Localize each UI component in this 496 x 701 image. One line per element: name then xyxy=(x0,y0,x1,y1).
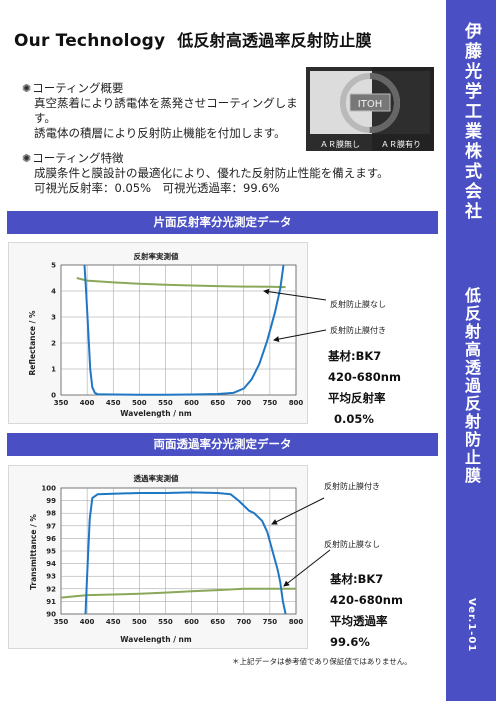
series-line-a xyxy=(60,587,296,599)
y-tick-label: 90 xyxy=(46,611,56,619)
chart-title: 透過率実測値 xyxy=(134,473,179,483)
x-tick-label: 550 xyxy=(158,618,173,626)
x-tick-label: 500 xyxy=(132,618,147,626)
x-tick-label: 650 xyxy=(210,399,225,407)
bullet-icon: ✺ xyxy=(22,152,32,165)
series-line-b xyxy=(83,264,285,396)
y-tick-label: 96 xyxy=(46,535,56,543)
x-axis-label: Wavelength / nm xyxy=(120,635,192,644)
reflect-label-uncoated: 反射防止膜なし xyxy=(330,300,386,309)
transmittance-chart-svg: 透過率実測値 Wavelength / nm Transmittance / %… xyxy=(29,473,304,644)
reflectance-chart-svg: 反射率実測値 Wavelength / nm Reflectance / % 3… xyxy=(28,251,304,418)
x-axis-label: Wavelength / nm xyxy=(120,409,192,418)
x-tick-label: 800 xyxy=(289,618,304,626)
series-line-a xyxy=(76,277,286,289)
reflect-spec: 基材:BK7 420-680nm 平均反射率 0.05% xyxy=(328,346,401,430)
overview-heading: ✺コーティング概要 xyxy=(22,81,124,95)
overview-section: ✺コーティング概要 真空蒸着により誘電体を蒸発させコーティングします。 誘電体の… xyxy=(22,81,312,141)
y-tick-label: 100 xyxy=(41,485,56,493)
spec-value: 0.05% xyxy=(334,412,374,426)
x-tick-label: 600 xyxy=(184,618,199,626)
arrow-coated xyxy=(271,497,325,525)
y-tick-label: 97 xyxy=(46,522,56,530)
y-tick-label: 5 xyxy=(51,262,56,270)
x-tick-label: 500 xyxy=(132,399,147,407)
product-name: 低反射高透過反射防止膜 xyxy=(462,287,481,485)
photo-label-left: ＡＲ膜無し xyxy=(320,139,360,149)
spec-metric: 平均透過率 xyxy=(330,614,388,628)
title-en: Our Technology xyxy=(14,31,166,51)
y-tick-label: 94 xyxy=(46,560,56,568)
features-line-1: 成膜条件と膜設計の最適化により、優れた反射防止性能を備えます。 xyxy=(34,166,389,180)
y-tick-label: 92 xyxy=(46,585,56,593)
features-section: ✺コーティング特徴 成膜条件と膜設計の最適化により、優れた反射防止性能を備えます… xyxy=(22,151,442,196)
y-axis-label: Reflectance / % xyxy=(28,310,37,375)
x-tick-label: 450 xyxy=(106,618,121,626)
chart-title: 反射率実測値 xyxy=(134,251,179,261)
y-axis-label: Transmittance / % xyxy=(29,514,38,590)
spec-range: 420-680nm xyxy=(328,370,401,384)
y-tick-label: 4 xyxy=(51,288,56,296)
features-heading: ✺コーティング特徴 xyxy=(22,151,124,165)
x-tick-label: 650 xyxy=(210,618,225,626)
y-tick-label: 99 xyxy=(46,497,56,505)
x-tick-label: 700 xyxy=(236,399,251,407)
arrow-coated xyxy=(273,329,327,342)
trans-label-uncoated: 反射防止膜なし xyxy=(324,540,380,549)
x-tick-label: 400 xyxy=(80,618,95,626)
y-tick-label: 95 xyxy=(46,548,56,556)
reflectance-chart: 反射率実測値 Wavelength / nm Reflectance / % 3… xyxy=(8,242,308,424)
trans-banner: 両面透過率分光測定データ xyxy=(7,433,438,456)
series-line-b xyxy=(84,491,287,615)
arrow-uncoated xyxy=(283,549,331,587)
spec-metric: 平均反射率 xyxy=(328,391,386,405)
overview-line-2: 誘電体の積層により反射防止機能を付加します。 xyxy=(34,126,286,140)
bullet-icon: ✺ xyxy=(22,82,32,95)
x-tick-label: 450 xyxy=(106,399,121,407)
x-tick-label: 350 xyxy=(54,618,69,626)
trans-spec: 基材:BK7 420-680nm 平均透過率 99.6% xyxy=(330,569,403,653)
trans-label-coated: 反射防止膜付き xyxy=(324,482,380,491)
x-tick-label: 750 xyxy=(263,618,278,626)
features-line-2: 可視光反射率：0.05% 可視光透過率：99.6% xyxy=(34,181,280,195)
reflect-banner: 片面反射率分光測定データ xyxy=(7,211,438,234)
x-tick-label: 550 xyxy=(158,399,173,407)
y-tick-label: 93 xyxy=(46,573,56,581)
sample-photo: ITOH ＡＲ膜無し ＡＲ膜有り xyxy=(306,67,434,151)
x-tick-label: 700 xyxy=(236,618,251,626)
spec-range: 420-680nm xyxy=(330,593,403,607)
spec-value: 99.6% xyxy=(330,635,370,649)
version-label: Ver.1-01 xyxy=(466,598,477,653)
y-tick-label: 3 xyxy=(51,314,56,322)
trans-arrows xyxy=(271,497,331,587)
x-tick-label: 600 xyxy=(184,399,199,407)
overview-line-1: 真空蒸着により誘電体を蒸発させコーティングします。 xyxy=(34,96,298,125)
y-tick-label: 91 xyxy=(46,598,56,606)
photo-logo-text: ITOH xyxy=(358,99,382,110)
company-name: 伊藤光学工業株式会社 xyxy=(461,22,481,222)
photo-label-right: ＡＲ膜有り xyxy=(381,139,421,149)
sidebar: 伊藤光学工業株式会社 低反射高透過反射防止膜 Ver.1-01 xyxy=(446,0,496,701)
y-tick-label: 1 xyxy=(51,366,56,374)
arrow-uncoated xyxy=(263,288,327,301)
reflect-label-coated: 反射防止膜付き xyxy=(330,326,386,335)
transmittance-chart: 透過率実測値 Wavelength / nm Transmittance / %… xyxy=(8,465,308,649)
x-tick-label: 800 xyxy=(289,399,304,407)
y-tick-label: 2 xyxy=(51,340,56,348)
x-tick-label: 350 xyxy=(54,399,69,407)
spec-substrate: 基材:BK7 xyxy=(330,572,384,586)
page-title: Our Technology 低反射高透過率反射防止膜 xyxy=(14,27,372,51)
y-tick-label: 98 xyxy=(46,510,56,518)
y-tick-label: 0 xyxy=(51,392,56,400)
x-tick-label: 750 xyxy=(263,399,278,407)
x-tick-label: 400 xyxy=(80,399,95,407)
spec-substrate: 基材:BK7 xyxy=(328,349,382,363)
reflect-arrows xyxy=(263,288,327,342)
footnote: ＊上記データは参考値であり保証値ではありません。 xyxy=(232,657,412,666)
title-jp: 低反射高透過率反射防止膜 xyxy=(177,31,372,50)
